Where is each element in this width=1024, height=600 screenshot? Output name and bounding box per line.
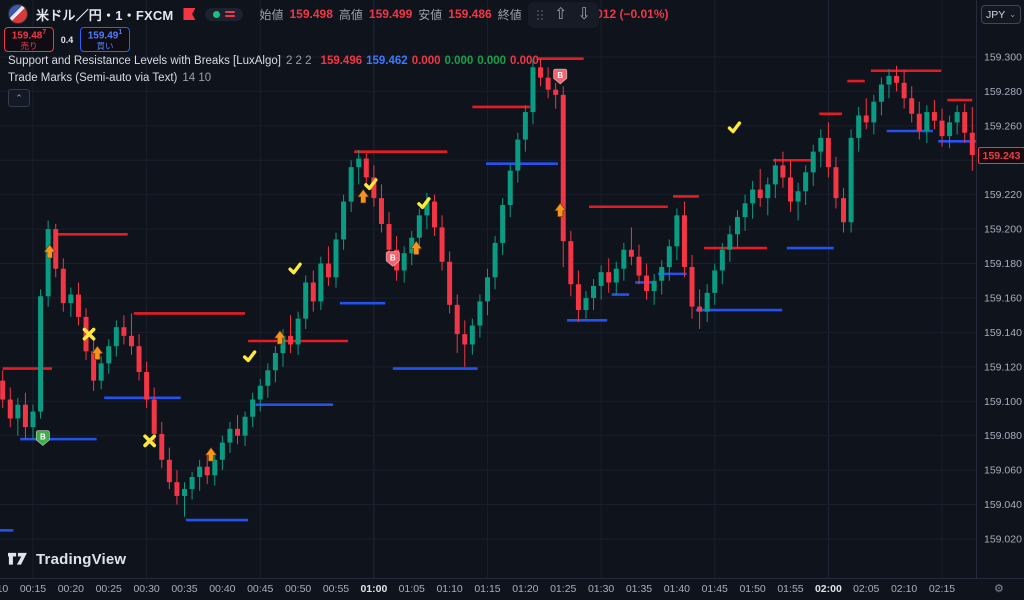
low-value: 159.486 xyxy=(448,7,492,21)
svg-text:B: B xyxy=(557,71,563,80)
buy-button[interactable]: 159.491 買い xyxy=(80,27,130,52)
svg-text:00:30: 00:30 xyxy=(133,583,159,595)
time-axis[interactable]: 00:10 00:15 00:20 00:25 00:30 00:35 00:40 00:45… xyxy=(0,583,1004,595)
svg-text:01:15: 01:15 xyxy=(474,583,500,595)
svg-text:00:15: 00:15 xyxy=(20,583,46,595)
currency-selector[interactable]: JPY ⌄ xyxy=(981,5,1021,24)
svg-text:159.180: 159.180 xyxy=(984,258,1022,270)
floating-toolbar[interactable]: ⇧ ⇩ xyxy=(528,2,599,28)
svg-text:00:50: 00:50 xyxy=(285,583,311,595)
flag-icon[interactable] xyxy=(183,8,196,20)
svg-text:02:10: 02:10 xyxy=(891,583,917,595)
svg-text:01:55: 01:55 xyxy=(777,583,803,595)
low-label: 安値 xyxy=(418,7,443,22)
symbol-logo-icon xyxy=(8,4,28,24)
market-status-pill[interactable] xyxy=(205,7,244,21)
svg-text:00:55: 00:55 xyxy=(323,583,349,595)
indicator-row-trade-marks[interactable]: Trade Marks (Semi-auto via Text) 14 10 xyxy=(8,71,212,84)
svg-text:01:05: 01:05 xyxy=(399,583,425,595)
spread-value: 0.4 xyxy=(60,34,74,45)
svg-text:00:40: 00:40 xyxy=(209,583,235,595)
svg-text:B: B xyxy=(390,254,396,263)
last-price-label: 159.243 xyxy=(978,147,1024,165)
svg-text:159.140: 159.140 xyxy=(984,327,1022,339)
tradingview-logo[interactable]: TradingView xyxy=(8,551,126,568)
svg-text:159.300: 159.300 xyxy=(984,51,1022,63)
axis-borders xyxy=(0,0,1024,579)
sell-price: 159.487 xyxy=(11,28,47,41)
svg-text:159.160: 159.160 xyxy=(984,292,1022,304)
svg-text:01:00: 01:00 xyxy=(360,583,387,595)
legend-collapse-button[interactable]: ⌃ xyxy=(8,89,30,107)
svg-text:00:45: 00:45 xyxy=(247,583,273,595)
svg-text:01:30: 01:30 xyxy=(588,583,614,595)
arrow-up-icon[interactable]: ⇧ xyxy=(554,6,568,23)
close-label: 終値 xyxy=(497,7,522,22)
svg-text:01:20: 01:20 xyxy=(512,583,538,595)
svg-text:01:35: 01:35 xyxy=(626,583,652,595)
high-value: 159.499 xyxy=(368,7,413,21)
candles xyxy=(0,58,975,517)
buy-price: 159.491 xyxy=(87,28,123,41)
chevron-up-icon: ⌃ xyxy=(15,92,23,103)
change-value: −0.012 (−0.01%) xyxy=(579,7,669,21)
open-value: 159.498 xyxy=(289,7,333,21)
svg-text:159.220: 159.220 xyxy=(984,189,1022,201)
symbol-title[interactable]: 米ドル／円・1・FXCM xyxy=(36,7,174,23)
svg-text:02:15: 02:15 xyxy=(929,583,955,595)
svg-text:159.020: 159.020 xyxy=(984,533,1022,545)
svg-text:02:00: 02:00 xyxy=(815,583,842,595)
svg-text:159.040: 159.040 xyxy=(984,499,1022,511)
svg-text:159.280: 159.280 xyxy=(984,86,1022,98)
svg-text:01:10: 01:10 xyxy=(436,583,462,595)
svg-text:159.080: 159.080 xyxy=(984,430,1022,442)
svg-text:159.260: 159.260 xyxy=(984,120,1022,132)
svg-text:01:50: 01:50 xyxy=(739,583,765,595)
svg-text:159.060: 159.060 xyxy=(984,465,1022,477)
trade-panel: 159.487 売り 0.4 159.491 買い xyxy=(4,27,130,52)
chart-grid xyxy=(0,0,976,578)
market-open-dot-icon xyxy=(213,10,221,18)
drag-handle-icon[interactable] xyxy=(536,9,544,21)
buy-label: 買い xyxy=(96,40,114,51)
svg-text:01:25: 01:25 xyxy=(550,583,576,595)
indicator-row-sr-levels[interactable]: Support and Resistance Levels with Break… xyxy=(8,54,539,67)
svg-text:01:45: 01:45 xyxy=(702,583,728,595)
sell-button[interactable]: 159.487 売り xyxy=(4,27,54,52)
caret-down-icon: ⌄ xyxy=(1009,10,1016,19)
svg-text:159.200: 159.200 xyxy=(984,224,1022,236)
indicator-legend: Support and Resistance Levels with Break… xyxy=(8,53,539,107)
svg-text:159.120: 159.120 xyxy=(984,361,1022,373)
data-delay-icon xyxy=(225,11,236,17)
price-axis[interactable]: 159.300159.280159.260159.240159.220159.2… xyxy=(984,51,1022,545)
svg-text:159.100: 159.100 xyxy=(984,396,1022,408)
svg-text:00:10: 00:10 xyxy=(0,583,8,595)
trade-marks: B B B xyxy=(35,68,742,462)
tradingview-logo-icon xyxy=(8,552,27,565)
svg-text:00:35: 00:35 xyxy=(171,583,197,595)
sell-label: 売り xyxy=(20,40,38,51)
currency-label: JPY xyxy=(986,8,1006,21)
svg-text:B: B xyxy=(40,433,46,442)
open-label: 始値 xyxy=(259,7,284,22)
svg-text:01:40: 01:40 xyxy=(664,583,690,595)
gear-icon: ⚙ xyxy=(994,583,1004,595)
svg-text:02:05: 02:05 xyxy=(853,583,879,595)
indicator-values: 159.496 159.462 0.000 0.000 0.000 0.000 xyxy=(320,54,539,67)
ohlc-readout: 始値 159.498 高値 159.499 安値 159.486 終値 159.… xyxy=(259,6,668,23)
tradingview-logo-text: TradingView xyxy=(36,551,127,568)
svg-text:00:25: 00:25 xyxy=(96,583,122,595)
svg-text:00:20: 00:20 xyxy=(58,583,84,595)
arrow-down-icon[interactable]: ⇩ xyxy=(577,6,591,23)
high-label: 高値 xyxy=(338,7,363,22)
